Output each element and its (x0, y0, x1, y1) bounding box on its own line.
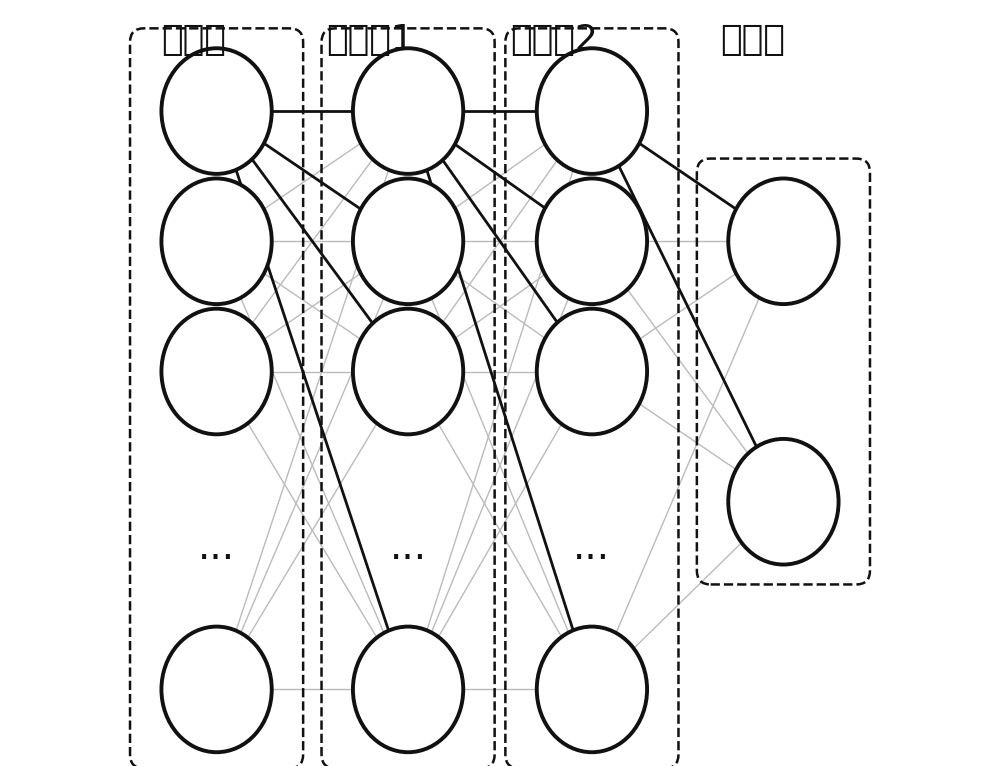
Ellipse shape (161, 309, 272, 434)
Ellipse shape (353, 309, 463, 434)
Text: 隐含层1: 隐含层1 (326, 23, 414, 57)
Ellipse shape (728, 439, 839, 565)
Ellipse shape (161, 178, 272, 304)
Ellipse shape (537, 627, 647, 752)
Text: 输入层: 输入层 (161, 23, 226, 57)
Ellipse shape (353, 178, 463, 304)
Ellipse shape (537, 178, 647, 304)
Text: ···: ··· (198, 540, 235, 578)
Text: ···: ··· (573, 540, 610, 578)
Text: ···: ··· (390, 540, 427, 578)
Ellipse shape (161, 48, 272, 174)
Ellipse shape (161, 627, 272, 752)
Ellipse shape (353, 627, 463, 752)
Ellipse shape (537, 48, 647, 174)
Text: 输出层: 输出层 (720, 23, 785, 57)
Ellipse shape (537, 309, 647, 434)
Text: 隐含层2: 隐含层2 (510, 23, 598, 57)
Ellipse shape (728, 178, 839, 304)
Ellipse shape (353, 48, 463, 174)
